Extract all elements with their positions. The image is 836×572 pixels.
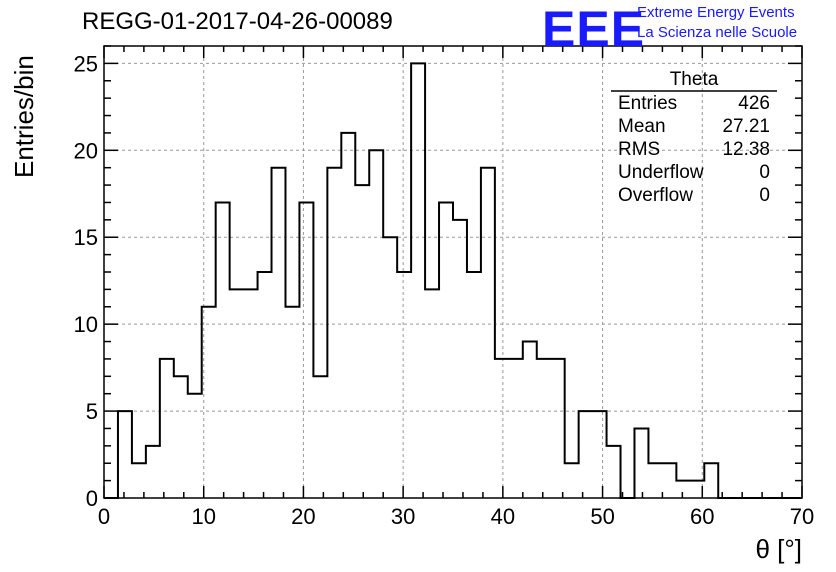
histogram-bin (369, 150, 383, 498)
logo-line-2: La Scienza nelle Scuole (637, 24, 798, 41)
eee-logo: EEE (542, 1, 646, 57)
histogram-bin (676, 481, 690, 498)
histogram-bin (481, 168, 495, 498)
histogram-bin (397, 272, 411, 498)
histogram-bin (188, 394, 202, 498)
histogram-bin (579, 411, 593, 498)
histogram-bin (355, 185, 369, 498)
histogram-bin (327, 168, 341, 498)
histogram-bin (509, 359, 523, 498)
histogram-bin (453, 220, 467, 498)
histogram-bin (285, 307, 299, 498)
stats-value-mean: 27.21 (722, 116, 770, 137)
stats-value-overflow: 0 (759, 185, 770, 206)
histogram-bin (607, 446, 621, 498)
histogram-bin (537, 359, 551, 498)
x-tick-label: 0 (98, 504, 110, 529)
stats-value-rms: 12.38 (722, 139, 770, 160)
histogram-bin (411, 63, 425, 498)
histogram-bin (160, 359, 174, 498)
x-tick-label: 50 (590, 504, 614, 529)
y-tick-label: 20 (74, 138, 98, 163)
histogram-bin (258, 272, 272, 498)
histogram-bin (439, 202, 453, 498)
histogram-bin (467, 272, 481, 498)
x-tick-label: 70 (790, 504, 814, 529)
x-axis-label: θ [°] (755, 534, 802, 564)
stats-label-underflow: Underflow (618, 162, 704, 183)
y-tick-label: 10 (74, 312, 98, 337)
histogram-bin (202, 307, 216, 498)
histogram-bin (299, 202, 313, 498)
histogram-bin (662, 463, 676, 498)
histogram-bin (565, 463, 579, 498)
histogram-bin (523, 342, 537, 498)
histogram-bin (174, 376, 188, 498)
x-tick-label: 10 (191, 504, 215, 529)
histogram-bin (383, 237, 397, 498)
histogram-bin (634, 428, 648, 498)
x-tick-label: 40 (491, 504, 515, 529)
y-axis-label-wrap: Entries/bin (2, 55, 42, 190)
y-tick-label: 0 (86, 486, 98, 511)
stats-label-rms: RMS (618, 139, 661, 160)
histogram-bin (216, 202, 230, 498)
y-tick-label: 25 (74, 51, 98, 76)
x-tick-label: 20 (291, 504, 315, 529)
stats-label-mean: Mean (618, 116, 666, 137)
stats-value-underflow: 0 (759, 162, 770, 183)
x-tick-label: 30 (391, 504, 415, 529)
y-axis-label: Entries/bin (9, 55, 39, 178)
histogram-bin (230, 289, 244, 498)
y-tick-label: 5 (86, 399, 98, 424)
histogram-bin (425, 289, 439, 498)
histogram-bin (495, 359, 509, 498)
histogram-bin (341, 133, 355, 498)
stats-value-entries: 426 (738, 93, 770, 114)
chart-title: REGG-01-2017-04-26-00089 (82, 8, 393, 35)
logo-line-1: Extreme Energy Events (637, 4, 795, 21)
histogram-bin (244, 289, 258, 498)
histogram-step-line (104, 62, 802, 499)
histogram-bin (593, 411, 607, 498)
histogram-bin (272, 168, 286, 498)
x-tick-label: 60 (690, 504, 714, 529)
stats-label-entries: Entries (618, 93, 678, 114)
histogram-bin (146, 446, 160, 498)
histogram-bin (551, 359, 565, 498)
stats-title: Theta (669, 69, 719, 90)
histogram-bin (313, 376, 327, 498)
histogram-bin (118, 411, 132, 498)
histogram-bin (648, 463, 662, 498)
stats-label-overflow: Overflow (618, 185, 693, 206)
histogram-bin (704, 463, 718, 498)
y-tick-label: 15 (74, 225, 98, 250)
